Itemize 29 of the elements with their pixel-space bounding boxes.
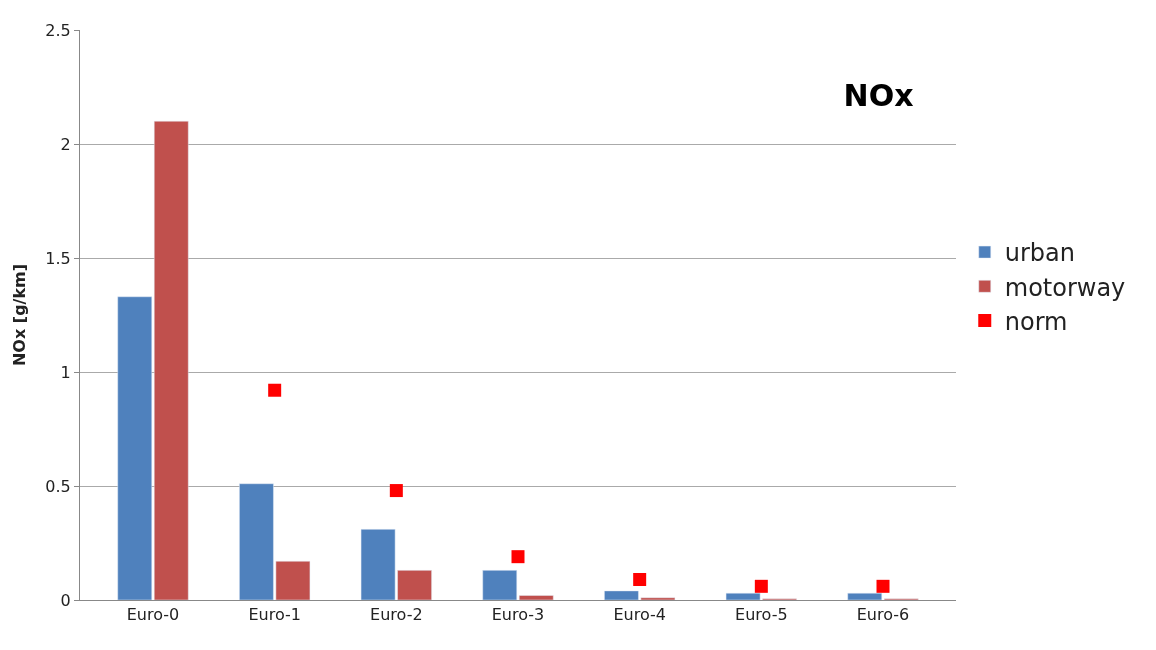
point — [511, 550, 525, 564]
point — [389, 484, 403, 498]
x-tick-label: Euro-0 — [126, 605, 180, 625]
bar — [847, 592, 883, 600]
x-tick-label: Euro-2 — [370, 605, 423, 625]
y-tick-label: 2.5 — [45, 20, 71, 40]
x-tick-label: Euro-5 — [735, 605, 788, 625]
bar — [518, 595, 554, 600]
legend-label: urban — [1004, 239, 1075, 268]
y-tick-label: 1 — [60, 362, 71, 382]
y-tick-label: 1.5 — [45, 248, 71, 268]
point — [876, 579, 890, 593]
x-tick-label: Euro-1 — [248, 605, 301, 625]
bar — [153, 120, 189, 600]
y-tick-label: 2 — [60, 134, 71, 154]
y-axis-title: NOx [g/km] — [10, 263, 30, 367]
point — [633, 572, 647, 586]
bar — [482, 570, 518, 600]
bar — [117, 296, 153, 600]
text: NOx — [843, 77, 914, 113]
y-tick-label: 0.5 — [45, 476, 71, 496]
x-tick-label: Euro-4 — [613, 605, 666, 625]
y-tick-label: 0 — [60, 590, 71, 610]
legend-label: motorway — [1004, 273, 1126, 302]
point — [268, 383, 282, 397]
x-tick-label: Euro-6 — [856, 605, 910, 625]
x-tick-label: Euro-3 — [491, 605, 545, 625]
legend-label: norm — [1004, 307, 1068, 336]
point — [754, 579, 768, 593]
